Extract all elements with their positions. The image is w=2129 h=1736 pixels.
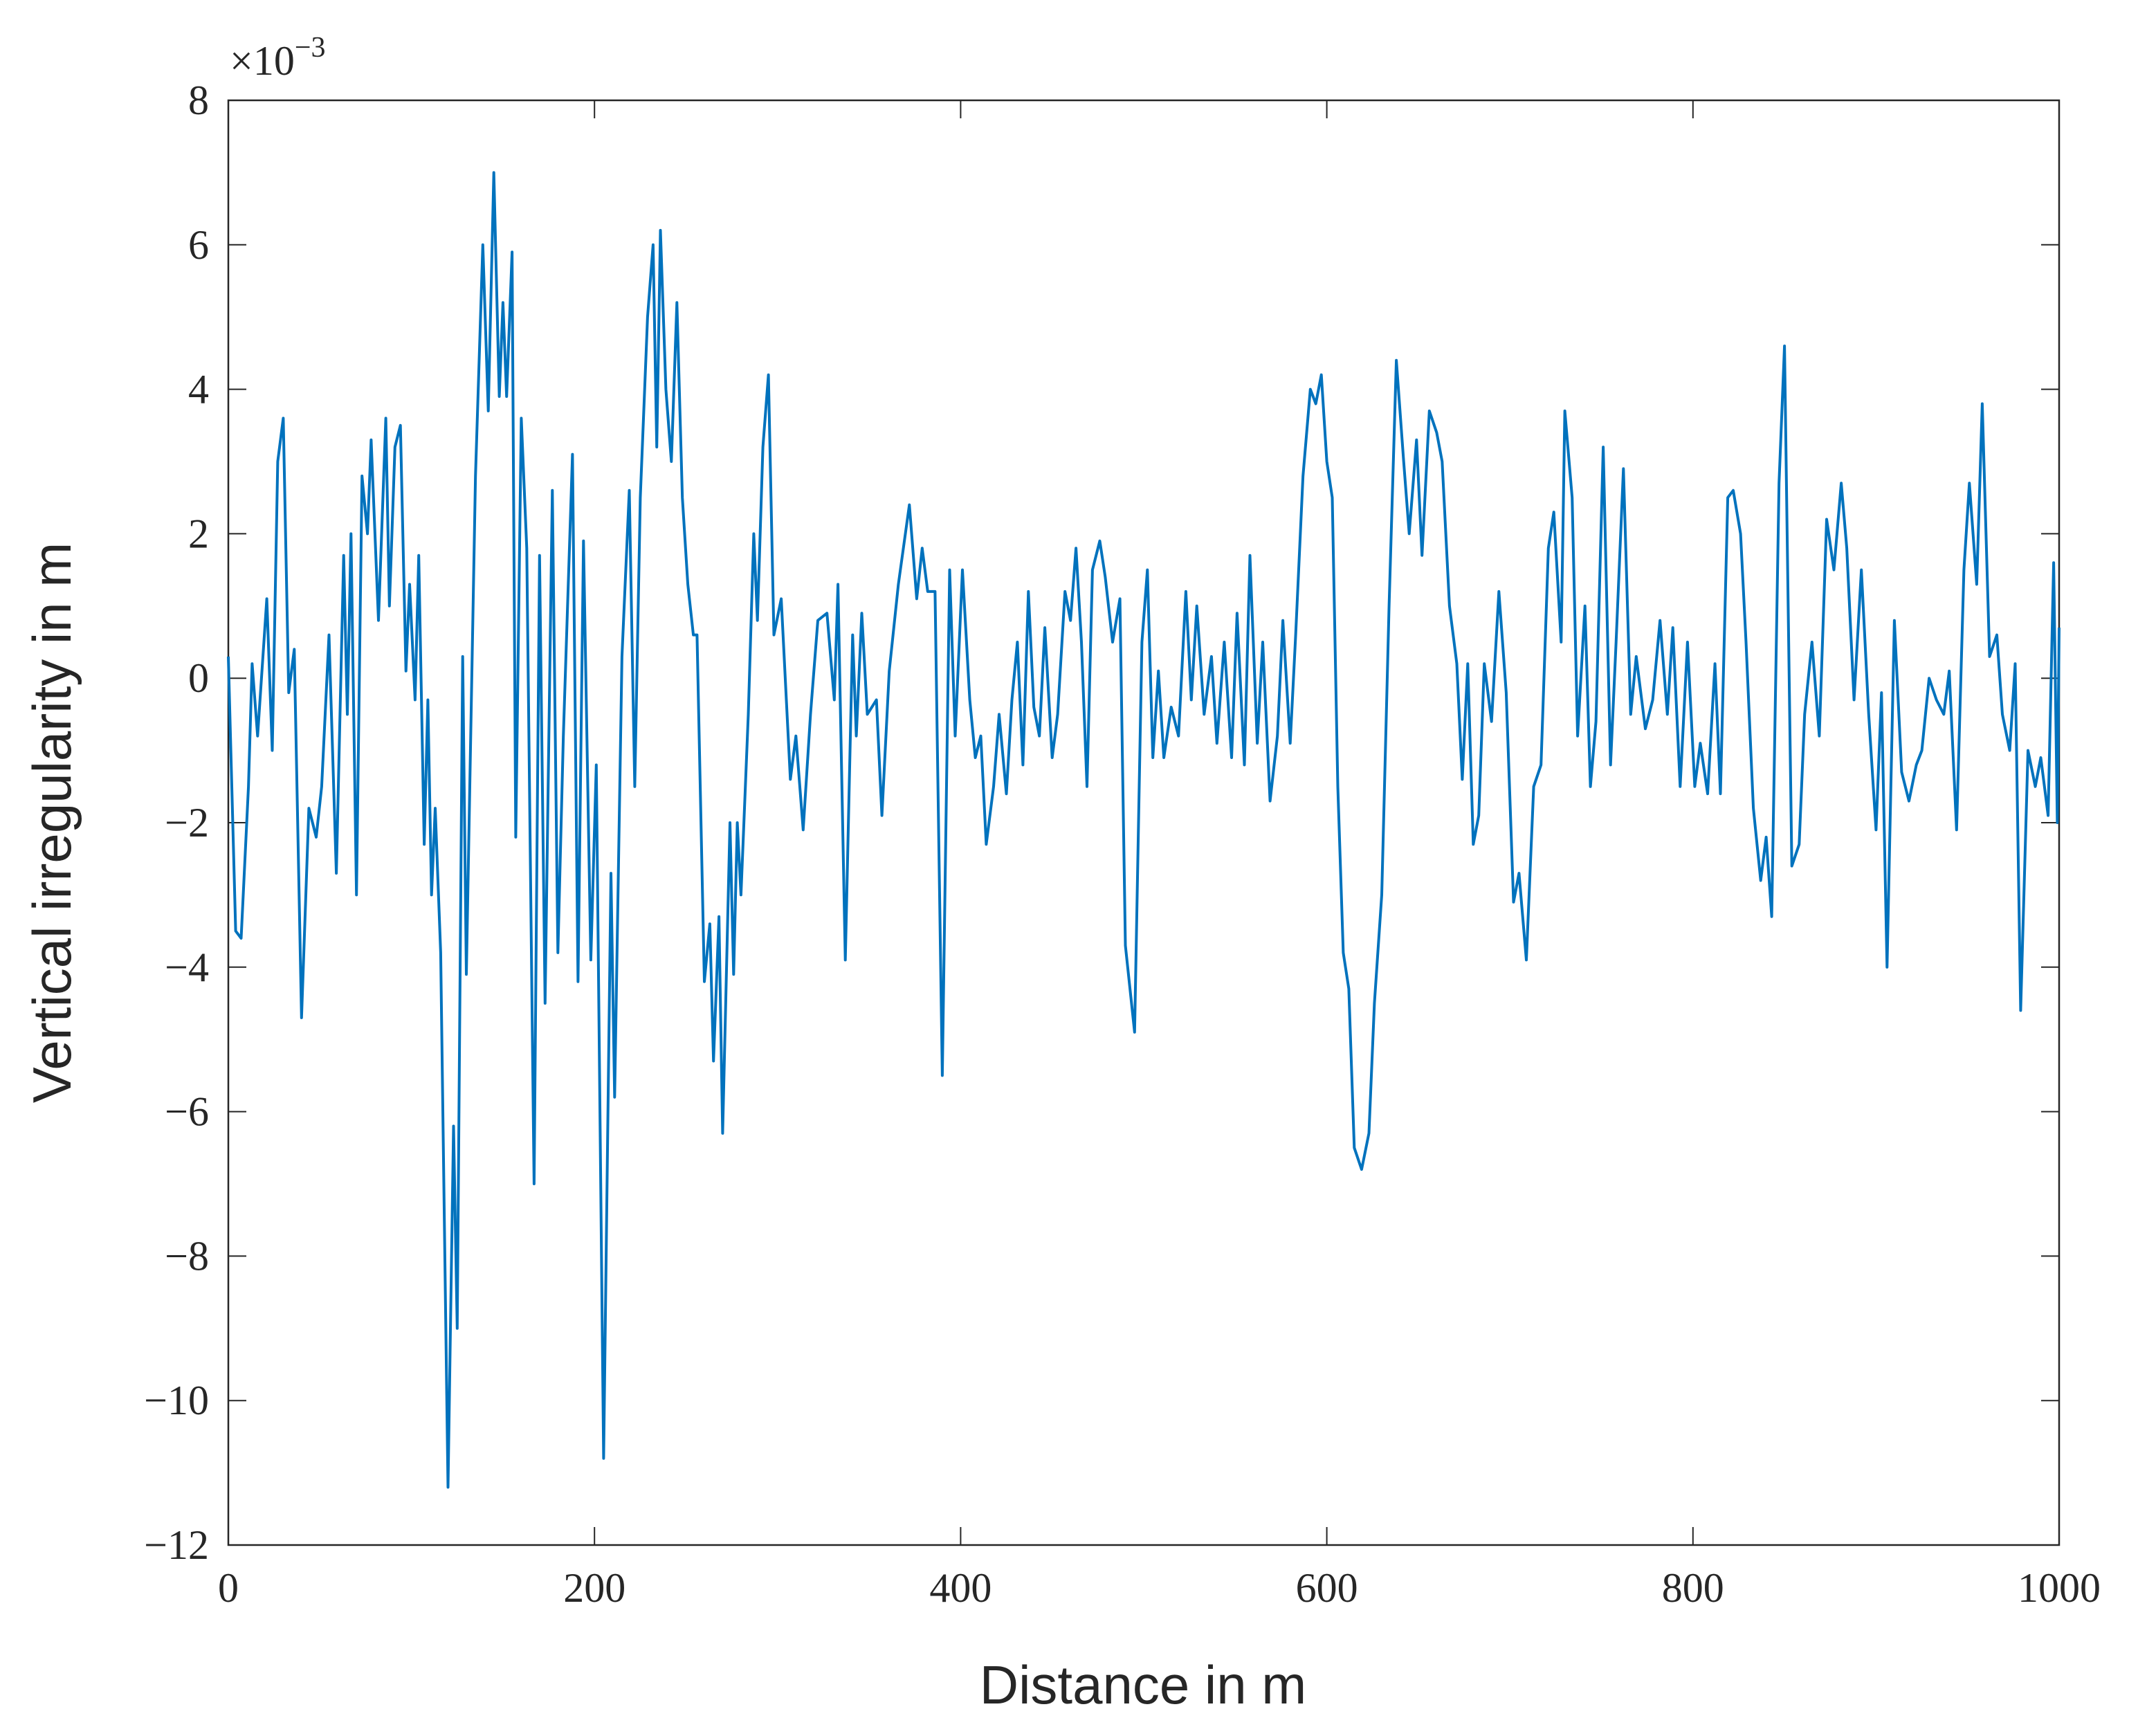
y-multiplier-base: ×10 bbox=[230, 38, 295, 84]
x-tick-label: 0 bbox=[218, 1565, 239, 1611]
y-tick-label: −12 bbox=[144, 1522, 209, 1568]
y-tick-label: 8 bbox=[188, 77, 209, 123]
y-tick-label: 4 bbox=[188, 367, 209, 412]
x-tick-label: 1000 bbox=[2018, 1565, 2101, 1611]
y-tick-label: −6 bbox=[165, 1089, 209, 1135]
plot-frame bbox=[227, 99, 2061, 1546]
y-tick-label: −10 bbox=[144, 1378, 209, 1423]
x-tick-label: 200 bbox=[563, 1565, 625, 1611]
x-tick-label: 600 bbox=[1296, 1565, 1358, 1611]
y-multiplier-exponent: −3 bbox=[295, 32, 326, 64]
y-tick-label: 0 bbox=[188, 655, 209, 701]
y-tick-label: 2 bbox=[188, 511, 209, 556]
y-axis-label: Vertical irregularity in m bbox=[21, 542, 82, 1104]
y-multiplier: ×10−3 bbox=[230, 32, 326, 84]
y-tick-label: −2 bbox=[165, 800, 209, 846]
y-tick-label: −8 bbox=[165, 1233, 209, 1279]
data-line bbox=[227, 171, 2061, 1489]
x-tick-label: 400 bbox=[929, 1565, 992, 1611]
y-tick-label: 6 bbox=[188, 222, 209, 268]
x-axis-label: Distance in m bbox=[980, 1654, 1307, 1715]
x-tick-label: 800 bbox=[1662, 1565, 1724, 1611]
y-tick-label: −4 bbox=[165, 944, 209, 990]
